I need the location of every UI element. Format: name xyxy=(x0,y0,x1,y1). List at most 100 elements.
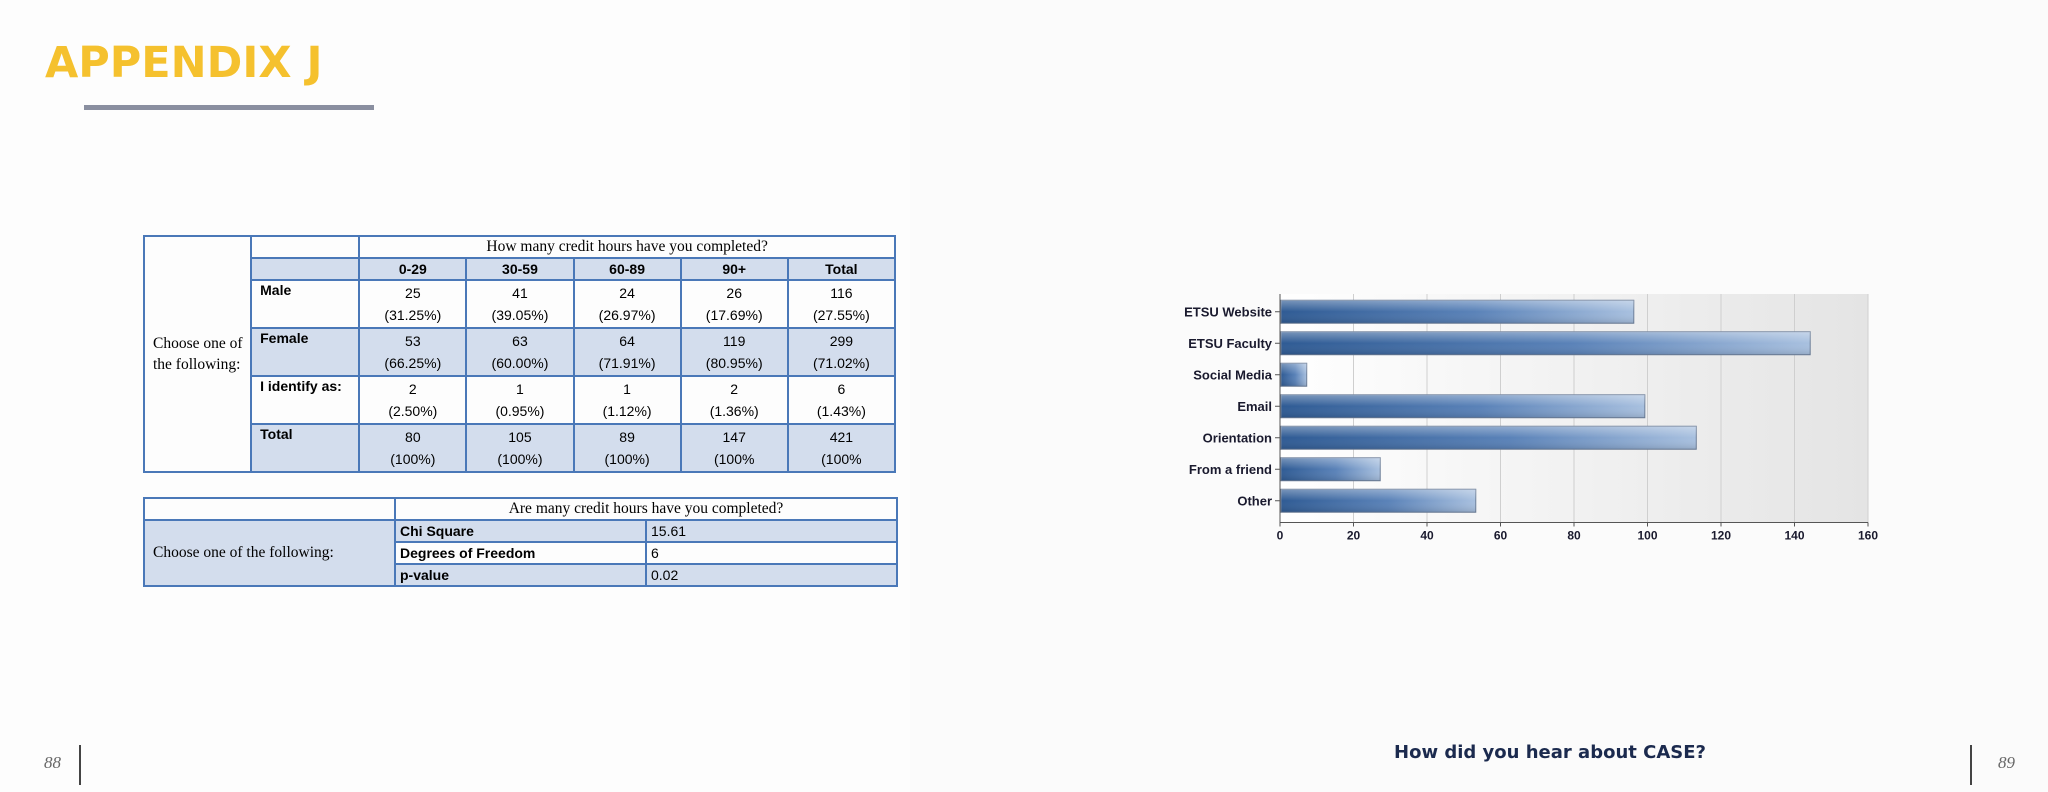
category-label: From a friend xyxy=(1189,462,1272,477)
case-source-chart: 0 20 40 60 80 100 120 140 160 ETSU Website ETSU Fa… xyxy=(1160,290,1890,540)
chi-row: p-value 0.02 xyxy=(144,563,899,587)
crosstab-count: 24 xyxy=(619,285,635,301)
crosstab-row-label: Male xyxy=(250,279,361,329)
bar-shine xyxy=(1281,363,1307,387)
crosstab-percent: (17.69%) xyxy=(705,307,763,323)
x-tick-label: 20 xyxy=(1347,529,1361,541)
crosstab-row: I identify as: 2 (2.50%) 1 (0.95%) 1 (1.12%) 2 (… xyxy=(144,375,897,425)
crosstab-count: 116 xyxy=(830,285,853,301)
bar-shine xyxy=(1281,331,1811,355)
crosstab-count: 2 xyxy=(408,381,417,397)
crosstab-count: 41 xyxy=(512,285,528,301)
crosstab-count: 421 xyxy=(829,429,854,445)
crosstab-row-label: I identify as: xyxy=(250,375,361,425)
crosstab-percent: (71.02%) xyxy=(812,355,870,371)
chi-stat-value: 6 xyxy=(644,541,899,565)
x-tick-label: 0 xyxy=(1277,529,1284,541)
crosstab-percent: (80.95%) xyxy=(705,355,763,371)
crosstab-count: 53 xyxy=(405,333,421,349)
page-number-right: 89 xyxy=(1998,753,2015,772)
crosstab-count: 1 xyxy=(516,381,524,397)
crosstab-cell: 25 (31.25%) xyxy=(358,279,468,329)
crosstab-cell: 53 (66.25%) xyxy=(358,327,468,377)
chi-row: Degrees of Freedom 6 xyxy=(144,541,899,565)
crosstab-cell: 2 (2.50%) xyxy=(358,375,468,425)
crosstab-percent: (71.91%) xyxy=(598,355,656,371)
crosstab-stub-label: Choose one of the following: xyxy=(142,235,253,473)
bar-shine xyxy=(1281,426,1697,450)
page-number-divider-left xyxy=(79,745,81,785)
chi-stat-value: 15.61 xyxy=(644,519,899,543)
crosstab-cell: 2 (1.36%) xyxy=(679,375,789,425)
crosstab-percent: (100%) xyxy=(604,451,650,467)
category-label: Email xyxy=(1237,399,1272,414)
chi-corner-cell xyxy=(143,497,396,521)
crosstab-cell: 64 (71.91%) xyxy=(572,327,682,377)
crosstab-row: Female 53 (66.25%) 63 (60.00%) 64 (71.91%) 119 (… xyxy=(144,327,897,377)
x-tick-label: 120 xyxy=(1711,529,1731,541)
bar-shine xyxy=(1281,300,1634,324)
crosstab-cell: 1 (1.12%) xyxy=(572,375,682,425)
crosstab-percent: (39.05%) xyxy=(491,307,549,323)
x-tick-label: 60 xyxy=(1494,529,1508,541)
crosstab-percent: (1.36%) xyxy=(709,403,759,419)
chi-row: Choose one of the following: Chi Square 15… xyxy=(143,519,899,587)
crosstab-count: 80 xyxy=(405,429,421,445)
x-tick-label: 80 xyxy=(1567,529,1581,541)
crosstab-count: 299 xyxy=(829,333,854,349)
chi-stub-label: Choose one of the following: xyxy=(143,519,396,587)
category-label: ETSU Faculty xyxy=(1188,336,1273,351)
crosstab-percent: (100% xyxy=(821,451,862,467)
appendix-title: APPENDIX J xyxy=(45,38,323,88)
bar-shine xyxy=(1281,394,1645,418)
chi-question-header: Are many credit hours have you completed… xyxy=(393,497,899,521)
x-tick-label: 140 xyxy=(1784,529,1804,541)
bar-chart-svg: 0 20 40 60 80 100 120 140 160 ETSU Website ETSU Fa… xyxy=(1184,294,1878,541)
crosstab-column-header: 90+ xyxy=(679,257,789,281)
crosstab-percent: (1.12%) xyxy=(602,403,652,419)
crosstab-empty-cell xyxy=(250,257,361,281)
crosstab-percent: (100%) xyxy=(390,451,436,467)
crosstab-cell: 89 (100%) xyxy=(572,423,682,473)
crosstab-cell: 116 (27.55%) xyxy=(786,279,897,329)
crosstab-cell: 105 (100%) xyxy=(465,423,575,473)
crosstab-cell: 299 (71.02%) xyxy=(786,327,897,377)
crosstab-count: 63 xyxy=(512,333,528,349)
x-tick-label: 40 xyxy=(1420,529,1434,541)
crosstab-count: 64 xyxy=(619,333,635,349)
category-label: Social Media xyxy=(1193,367,1273,382)
crosstab-question-header: How many credit hours have you completed… xyxy=(358,235,896,259)
crosstab-percent: (0.95%) xyxy=(495,403,545,419)
page-number-left: 88 xyxy=(44,753,61,772)
crosstab-percent: (27.55%) xyxy=(812,307,870,323)
chart-caption: How did you hear about CASE? xyxy=(1394,742,1706,763)
category-label: ETSU Website xyxy=(1184,304,1272,319)
crosstab-count: 26 xyxy=(726,285,742,301)
bar-shine xyxy=(1281,489,1476,513)
crosstab-row: Total 80 (100%) 105 (100%) 89 (100%) 147 (100% 42… xyxy=(144,423,897,473)
crosstab-cell: 119 (80.95%) xyxy=(679,327,789,377)
crosstab-column-header: Total xyxy=(786,257,897,281)
bar-shine xyxy=(1281,457,1381,481)
crosstab-percent: (100%) xyxy=(497,451,543,467)
crosstab-cell: 421 (100% xyxy=(786,423,897,473)
crosstab-percent: (66.25%) xyxy=(384,355,442,371)
crosstab-count: 1 xyxy=(623,381,631,397)
crosstab-count: 25 xyxy=(405,285,421,301)
chi-stat-label: Chi Square xyxy=(394,519,647,543)
crosstab-column-header: 60-89 xyxy=(572,257,682,281)
x-tick-label: 100 xyxy=(1637,529,1657,541)
crosstab-cell: 63 (60.00%) xyxy=(465,327,575,377)
category-label: Other xyxy=(1237,493,1272,508)
crosstab-cell: 6 (1.43%) xyxy=(786,375,897,425)
crosstab-count: 6 xyxy=(837,381,846,397)
crosstab-cell: 147 (100% xyxy=(679,423,789,473)
crosstab-count: 147 xyxy=(722,429,746,445)
crosstab-row: Male 25 (31.25%) 41 (39.05%) 24 (26.97%) 26 (17.… xyxy=(144,279,897,329)
crosstab-percent: (31.25%) xyxy=(384,307,442,323)
crosstab-percent: (26.97%) xyxy=(598,307,656,323)
crosstab-percent: (2.50%) xyxy=(388,403,438,419)
category-label: Orientation xyxy=(1203,430,1272,445)
crosstab-count: 2 xyxy=(730,381,739,397)
crosstab-count: 119 xyxy=(723,333,746,349)
